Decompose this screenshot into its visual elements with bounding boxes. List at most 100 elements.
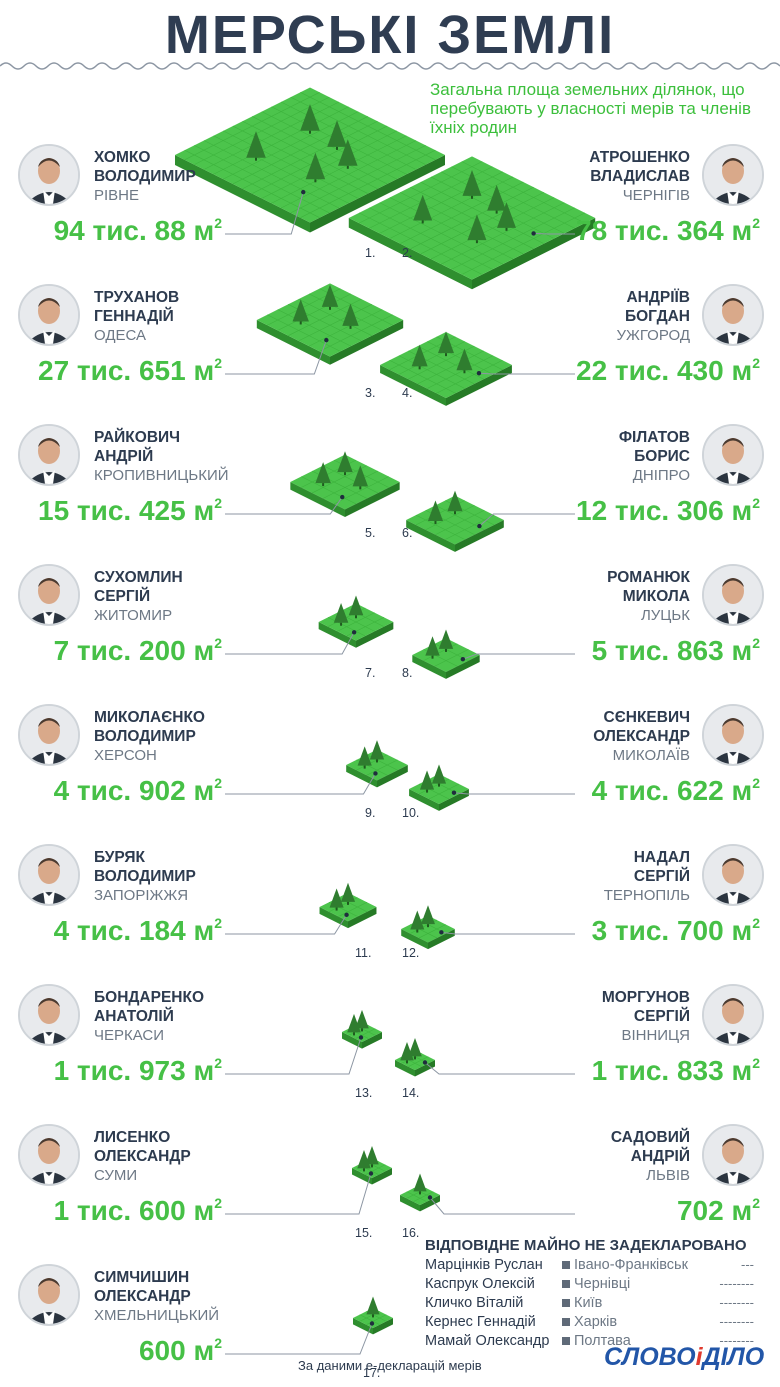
connector-line (479, 513, 575, 527)
connector-dot (324, 337, 329, 343)
connector-dot (351, 630, 357, 635)
connector-dot (476, 371, 482, 376)
mayor-name: БУРЯК ВОЛОДИМИР (94, 848, 196, 886)
mayor-photo (702, 284, 764, 346)
city-label: ЛЬВІВ (646, 1167, 690, 1184)
connector-dot (301, 189, 306, 195)
land-plot-6 (406, 490, 504, 552)
city-label: ТЕРНОПІЛЬ (603, 887, 690, 904)
connector-dot (340, 494, 345, 500)
city-label: КРОПИВНИЦЬКИЙ (94, 467, 229, 484)
connector-line (225, 914, 348, 935)
city-label: ОДЕСА (94, 327, 147, 344)
mayor-name: МОРГУНОВ СЕРГІЙ (602, 988, 690, 1026)
first-name: СЕРГІЙ (94, 588, 151, 605)
area-value: 1 тис. 833 м2 (591, 1054, 760, 1086)
connector-line (225, 632, 355, 655)
city-label: ЧЕРКАСИ (94, 1027, 165, 1044)
land-plot-9 (346, 740, 408, 788)
not-declared-city: Харків (562, 1314, 617, 1330)
rank-label: 17. (363, 1366, 381, 1380)
not-declared-dash: -------- (719, 1314, 754, 1329)
connector-dot (439, 930, 444, 935)
land-plot-8 (412, 629, 480, 679)
mayor-photo (18, 1124, 80, 1186)
rank-label: 3. (365, 386, 376, 400)
not-declared-city: Чернівці (562, 1276, 630, 1292)
connector-line (225, 1323, 373, 1355)
connector-dot (427, 1195, 433, 1200)
mayor-photo (18, 1264, 80, 1326)
first-name: ВОЛОДИМИР (94, 728, 196, 745)
area-value: 600 м2 (138, 1334, 222, 1366)
mayor-photo (18, 984, 80, 1046)
area-value: 78 тис. 364 м2 (576, 214, 760, 246)
first-name: ОЛЕКСАНДР (94, 1148, 191, 1165)
city-label: ВІННИЦЯ (621, 1027, 690, 1044)
rank-label: 14. (402, 1086, 420, 1100)
mayor-name: АТРОШЕНКО ВЛАДИСЛАВ (589, 148, 690, 186)
mayor-name: САДОВИЙ АНДРІЙ (611, 1128, 690, 1166)
rank-label: 10. (402, 806, 420, 820)
connector-line (424, 1062, 575, 1075)
area-value: 702 м2 (676, 1194, 760, 1226)
mayor-photo (702, 704, 764, 766)
first-name: ВОЛОДИМИР (94, 168, 196, 185)
not-declared-name: Каспрук Олексій (425, 1276, 535, 1292)
land-plot-7 (318, 595, 394, 648)
mayor-name: ФІЛАТОВ БОРИС (619, 428, 690, 466)
not-declared-dash: -------- (719, 1295, 754, 1310)
source-note: За даними е-декларацій мерів (298, 1358, 482, 1373)
surname: ХОМКО (94, 149, 151, 166)
mayor-name: РАЙКОВИЧ АНДРІЙ (94, 428, 180, 466)
land-plot-17 (353, 1296, 393, 1335)
not-declared-city: Івано-Франківськ (562, 1257, 688, 1273)
surname: РОМАНЮК (607, 569, 690, 586)
connector-dot (460, 657, 466, 662)
surname: ЛИСЕНКО (94, 1129, 171, 1146)
area-value: 1 тис. 973 м2 (53, 1054, 222, 1086)
not-declared-title: ВІДПОВІДНЕ МАЙНО НЕ ЗАДЕКЛАРОВАНО (425, 1237, 747, 1254)
rank-label: 9. (365, 806, 376, 820)
first-name: ОЛЕКСАНДР (94, 1288, 191, 1305)
rank-label: 6. (402, 526, 413, 540)
land-plot-4 (380, 331, 512, 406)
mayor-photo (18, 704, 80, 766)
connector-dot (369, 1321, 375, 1326)
first-name: ВОЛОДИМИР (94, 868, 196, 885)
mayor-photo (702, 144, 764, 206)
mayor-name: СИМЧИШИН ОЛЕКСАНДР (94, 1268, 191, 1306)
city-label: ЗАПОРІЖЖЯ (94, 887, 189, 904)
mayor-photo (18, 844, 80, 906)
connector-line (453, 792, 575, 795)
not-declared-name: Марцінків Руслан (425, 1257, 543, 1273)
surname: ФІЛАТОВ (618, 429, 690, 446)
area-value: 7 тис. 200 м2 (53, 634, 222, 666)
mayor-name: ХОМКО ВОЛОДИМИР (94, 148, 196, 186)
not-declared-name: Кернес Геннадій (425, 1314, 536, 1330)
first-name: БОРИС (634, 448, 690, 465)
land-plot-15 (352, 1146, 392, 1185)
rank-label: 7. (365, 666, 376, 680)
rank-label: 5. (365, 526, 376, 540)
not-declared-dash: --- (741, 1257, 754, 1272)
connector-line (225, 1173, 372, 1215)
first-name: ГЕННАДІЙ (94, 308, 174, 325)
connector-dot (368, 1171, 374, 1176)
mayor-name: СУХОМЛИН СЕРГІЙ (94, 568, 183, 606)
city-label: СУМИ (94, 1167, 138, 1184)
connector-line (429, 1197, 575, 1215)
city-label: ЧЕРНІГІВ (622, 187, 690, 204)
not-declared-city: Полтава (562, 1333, 631, 1349)
area-value: 4 тис. 184 м2 (53, 914, 222, 946)
area-value: 94 тис. 88 м2 (53, 214, 222, 246)
rank-label: 4. (402, 386, 413, 400)
connector-dot (373, 771, 378, 776)
connector-line (462, 653, 575, 660)
mayor-name: МИКОЛАЄНКО ВОЛОДИМИР (94, 708, 205, 746)
city-label: МИКОЛАЇВ (612, 747, 690, 764)
rank-label: 11. (355, 946, 372, 960)
connector-line (478, 372, 575, 375)
wave-divider (0, 62, 780, 70)
